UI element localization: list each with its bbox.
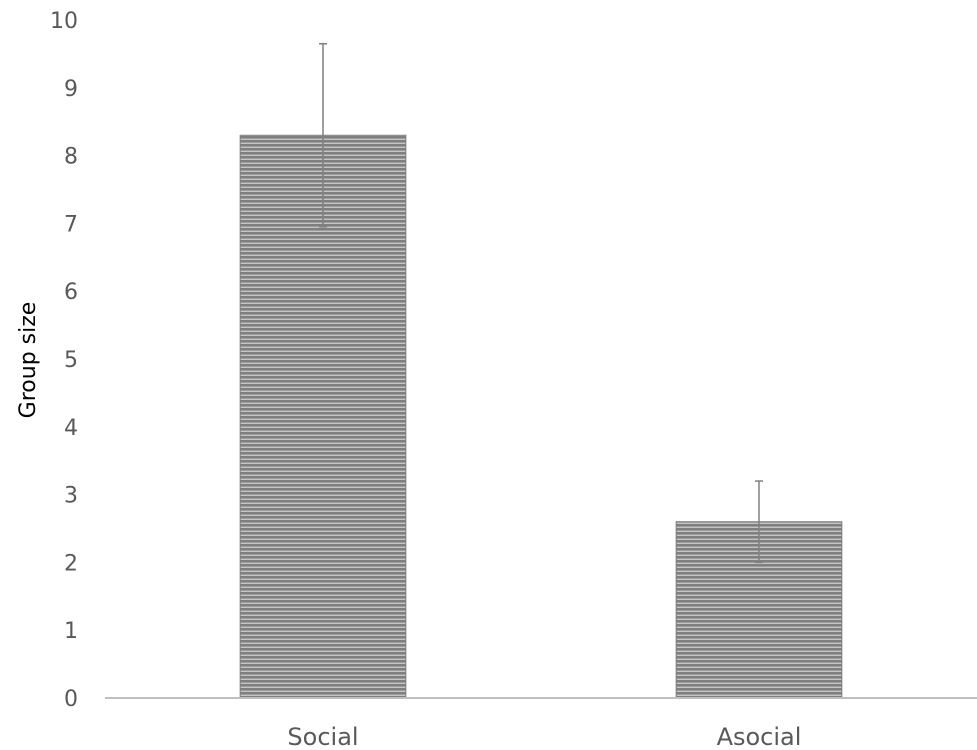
- y-tick-label: 7: [64, 212, 78, 237]
- y-axis-ticks: 0 1 2 3 4 5 6 7 8 9 10: [50, 9, 78, 712]
- bar-social: [239, 134, 407, 699]
- y-tick-label: 2: [64, 551, 78, 576]
- y-tick-label: 1: [64, 619, 78, 644]
- y-tick-label: 0: [64, 687, 78, 712]
- x-tick-label-social: Social: [287, 723, 358, 750]
- y-tick-label: 10: [50, 9, 78, 34]
- y-tick-label: 9: [64, 77, 78, 102]
- bars: [239, 134, 843, 699]
- x-tick-label-asocial: Asocial: [717, 723, 802, 750]
- y-axis-title: Group size: [16, 302, 41, 419]
- y-tick-label: 3: [64, 484, 78, 509]
- y-tick-label: 4: [64, 416, 78, 441]
- y-tick-label: 6: [64, 280, 78, 305]
- error-bars: [319, 42, 763, 564]
- y-tick-label: 5: [64, 348, 78, 373]
- y-tick-label: 8: [64, 145, 78, 170]
- x-axis-labels: Social Asocial: [287, 723, 801, 750]
